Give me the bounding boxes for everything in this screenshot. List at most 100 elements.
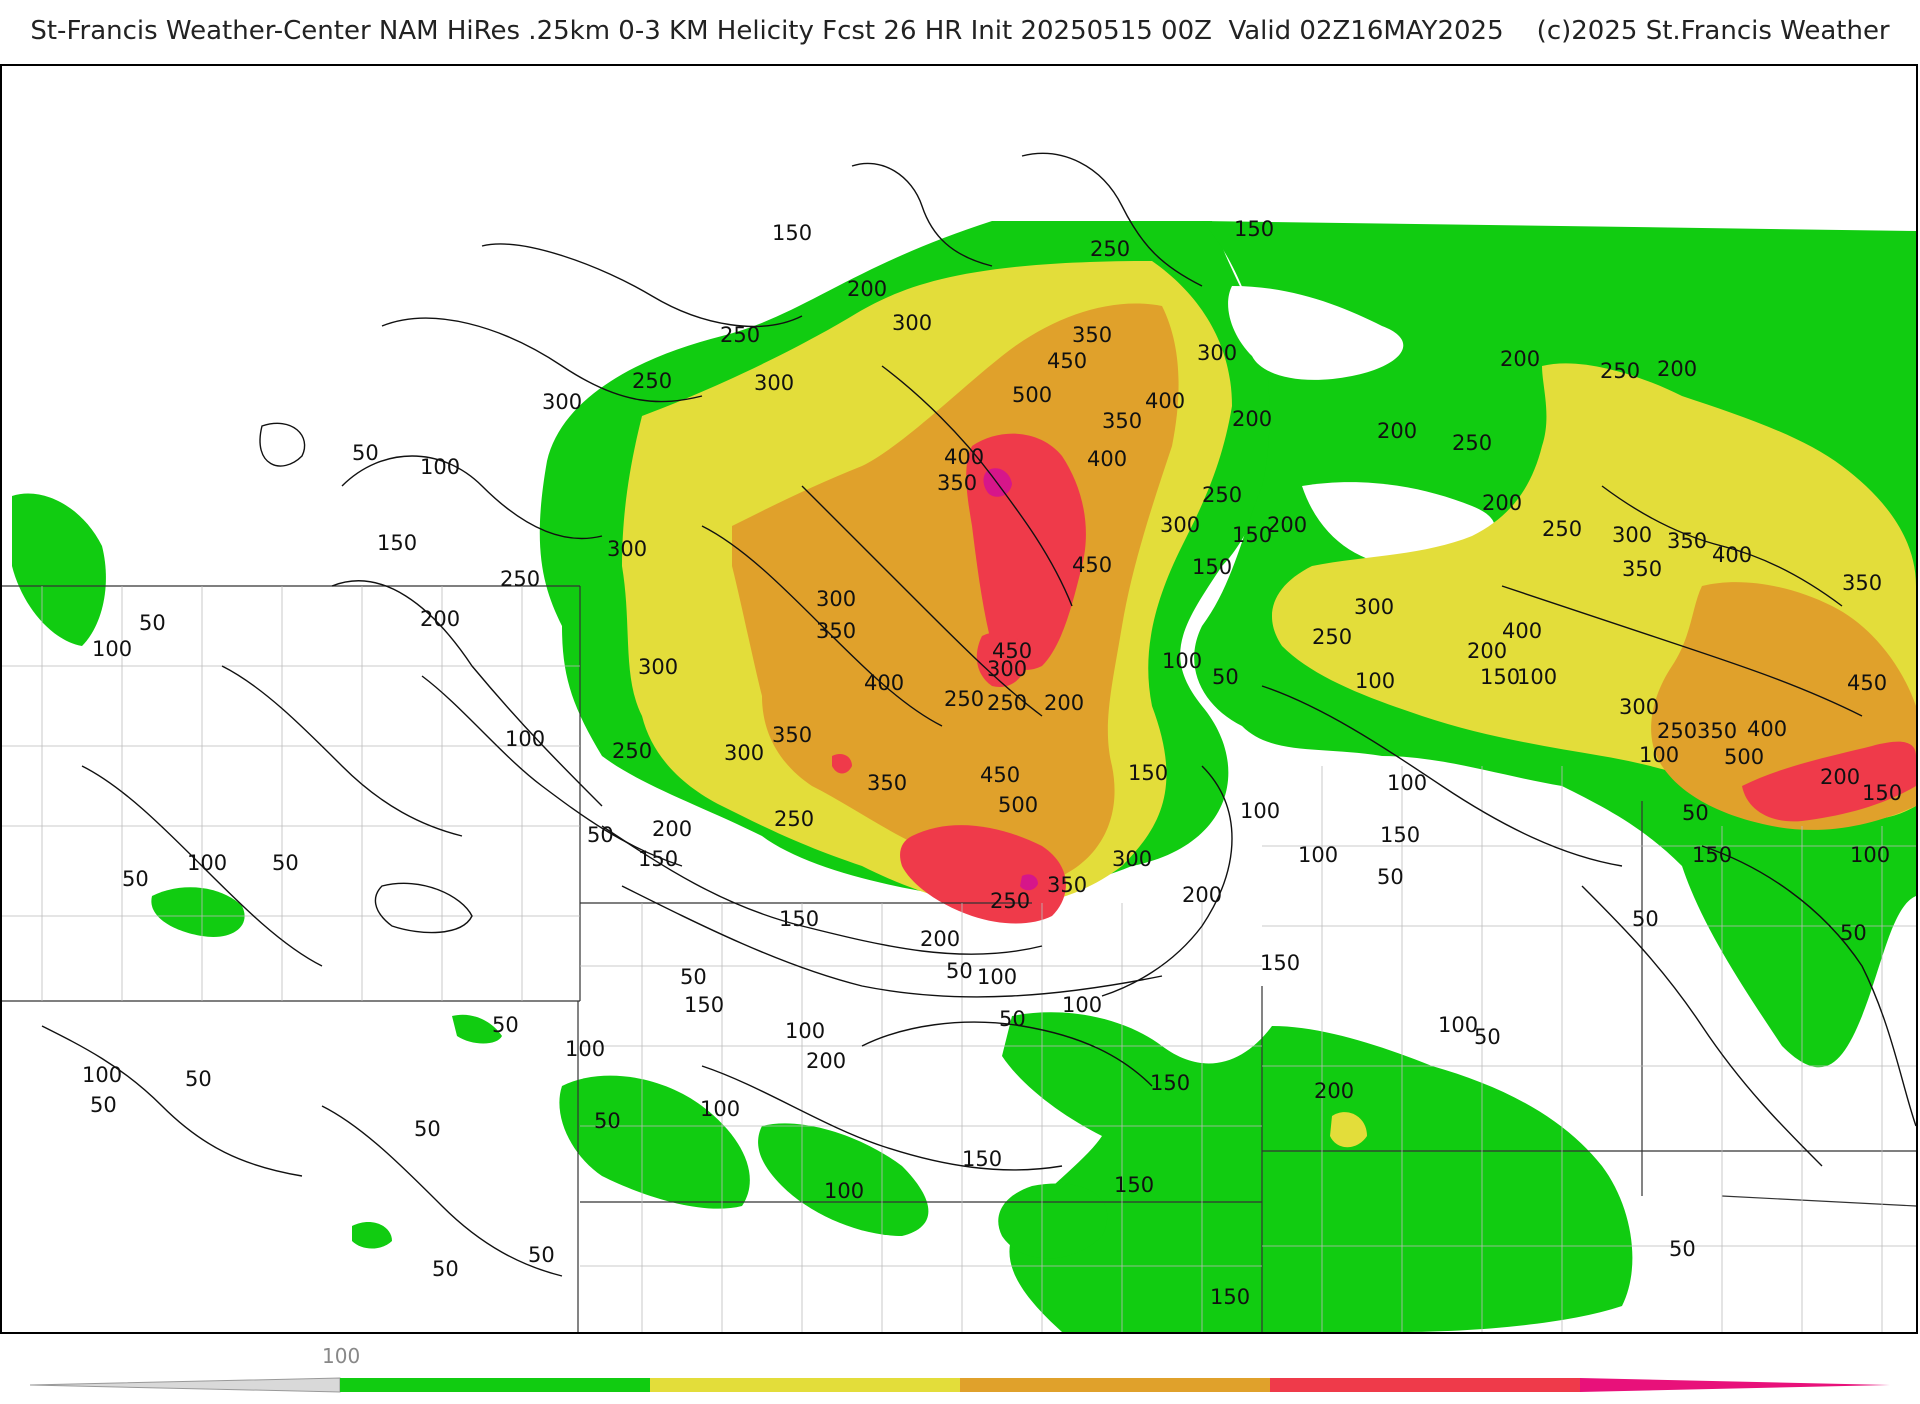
contour-label: 200 <box>1267 513 1307 537</box>
contour-label: 300 <box>987 657 1027 681</box>
contour-label: 300 <box>607 537 647 561</box>
contour-label: 50 <box>272 851 299 875</box>
contour-label: 150 <box>1210 1285 1250 1309</box>
contour-label: 100 <box>1850 843 1890 867</box>
colorbar-segment-5 <box>1580 1378 1890 1392</box>
contour-label: 300 <box>638 655 678 679</box>
helicity-fill-layer <box>12 221 1916 1332</box>
contour-label: 200 <box>1657 357 1697 381</box>
red-region-east <box>1742 741 1916 822</box>
contour-label: 400 <box>1712 543 1752 567</box>
contour-label: 300 <box>1160 513 1200 537</box>
contour-label: 450 <box>1072 553 1112 577</box>
contour-label: 300 <box>1619 695 1659 719</box>
contour-label: 100 <box>1387 771 1427 795</box>
contour-label: 250 <box>987 691 1027 715</box>
contour-label: 300 <box>754 371 794 395</box>
contour-label: 150 <box>1380 823 1420 847</box>
contour-label: 350 <box>867 771 907 795</box>
contour-label: 100 <box>1355 669 1395 693</box>
contour-label: 50 <box>492 1013 519 1037</box>
contour-label: 250 <box>944 687 984 711</box>
contour-label: 50 <box>1212 665 1239 689</box>
colorbar-segment-2 <box>650 1378 960 1392</box>
green-region-south <box>1002 1012 1633 1332</box>
contour-label: 100 <box>92 637 132 661</box>
contour-label: 250 <box>1202 483 1242 507</box>
colorbar-tick-label: 100 <box>322 1344 361 1368</box>
contour-label: 150 <box>779 907 819 931</box>
contour-label: 50 <box>1669 1237 1696 1261</box>
contour-label: 250 <box>720 323 760 347</box>
contour-label: 100 <box>82 1063 122 1087</box>
contour-label: 150 <box>638 847 678 871</box>
contour-label: 50 <box>122 867 149 891</box>
contour-label: 50 <box>1632 907 1659 931</box>
contour-label: 50 <box>1377 865 1404 889</box>
contour-label: 200 <box>847 277 887 301</box>
contour-label: 250 <box>1657 719 1697 743</box>
contour-label: 150 <box>962 1147 1002 1171</box>
contour-label: 400 <box>864 671 904 695</box>
contour-label: 400 <box>1502 619 1542 643</box>
contour-label: 100 <box>505 727 545 751</box>
contour-label: 250 <box>990 889 1030 913</box>
contour-label: 250 <box>632 369 672 393</box>
contour-label: 350 <box>1047 873 1087 897</box>
contour-label: 250 <box>1090 237 1130 261</box>
contour-label: 150 <box>1260 951 1300 975</box>
contour-label: 100 <box>187 851 227 875</box>
contour-lines <box>41 152 1916 1277</box>
contour-label: 50 <box>528 1243 555 1267</box>
contour-label: 300 <box>1197 341 1237 365</box>
contour-label: 200 <box>1500 347 1540 371</box>
contour-label: 350 <box>1102 409 1142 433</box>
contour-label: 450 <box>992 639 1032 663</box>
contour-label: 150 <box>772 221 812 245</box>
contour-label: 50 <box>185 1067 212 1091</box>
contour-label: 500 <box>1724 745 1764 769</box>
contour-label: 200 <box>1467 639 1507 663</box>
contour-label: 100 <box>824 1179 864 1203</box>
contour-label: 100 <box>785 1019 825 1043</box>
contour-label: 50 <box>1682 801 1709 825</box>
contour-label: 250 <box>1312 625 1352 649</box>
county-grid <box>2 586 1916 1332</box>
contour-label: 100 <box>700 1097 740 1121</box>
contour-label: 150 <box>1128 761 1168 785</box>
contour-label: 300 <box>816 587 856 611</box>
contour-label: 200 <box>1820 765 1860 789</box>
contour-label: 200 <box>1232 407 1272 431</box>
red-region-mid <box>976 632 1027 687</box>
contour-label: 50 <box>587 823 614 847</box>
contour-label: 200 <box>806 1049 846 1073</box>
contour-label-layer: 150 150 250 200 300 250 350 300 450 200 … <box>82 217 1902 1309</box>
boundary-layer <box>2 585 1916 1332</box>
contour-label: 150 <box>1114 1173 1154 1197</box>
contour-label: 100 <box>1517 665 1557 689</box>
contour-label: 300 <box>724 741 764 765</box>
contour-label: 350 <box>1072 323 1112 347</box>
red-region-south <box>900 825 1066 924</box>
contour-label: 200 <box>420 607 460 631</box>
contour-label: 300 <box>1112 847 1152 871</box>
contour-label: 100 <box>420 455 460 479</box>
contour-label: 100 <box>1298 843 1338 867</box>
contour-label: 100 <box>565 1037 605 1061</box>
colorbar-svg <box>29 1377 1890 1393</box>
contour-label: 400 <box>944 445 984 469</box>
contour-label: 50 <box>680 965 707 989</box>
contour-label: 100 <box>1639 743 1679 767</box>
contour-label: 350 <box>1697 719 1737 743</box>
contour-label: 350 <box>1842 571 1882 595</box>
contour-label: 50 <box>946 959 973 983</box>
contour-label: 50 <box>139 611 166 635</box>
contour-label: 200 <box>1377 419 1417 443</box>
contour-label: 400 <box>1087 447 1127 471</box>
contour-label: 50 <box>432 1257 459 1281</box>
contour-label: 200 <box>920 927 960 951</box>
contour-label: 250 <box>1600 359 1640 383</box>
contour-label: 350 <box>1667 529 1707 553</box>
contour-label: 50 <box>1840 921 1867 945</box>
contour-label: 500 <box>998 793 1038 817</box>
